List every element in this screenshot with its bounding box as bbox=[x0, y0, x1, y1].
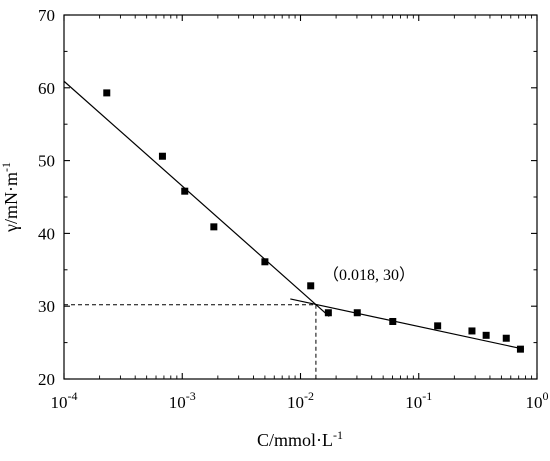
intersection-annotation: （0.018, 30） bbox=[323, 266, 415, 284]
data-point bbox=[103, 89, 111, 97]
plot-frame bbox=[63, 14, 538, 380]
fit-lines bbox=[63, 80, 525, 350]
x-axis-ticks: 10-4 10-3 10-2 10-1 100 bbox=[51, 15, 549, 412]
y-tick-label: 30 bbox=[38, 297, 55, 316]
y-axis-title: γ/mN·m-1 bbox=[0, 162, 21, 233]
data-point bbox=[261, 258, 269, 266]
data-point bbox=[324, 309, 332, 317]
x-tick-label: 10-4 bbox=[51, 389, 78, 412]
data-point bbox=[210, 223, 218, 231]
data-point bbox=[482, 331, 490, 339]
guide-lines bbox=[64, 304, 317, 379]
data-point bbox=[158, 152, 166, 160]
x-axis-title: C/mmol·L-1 bbox=[257, 428, 343, 450]
data-point bbox=[307, 282, 315, 290]
data-point bbox=[353, 309, 361, 317]
data-point bbox=[502, 334, 510, 342]
data-point bbox=[516, 345, 524, 353]
fit-line bbox=[63, 80, 330, 317]
data-point bbox=[434, 322, 442, 330]
data-point bbox=[468, 327, 476, 335]
data-point bbox=[389, 317, 397, 325]
fit-line bbox=[290, 298, 525, 350]
data-point bbox=[181, 187, 189, 195]
x-tick-label: 10-1 bbox=[405, 389, 432, 412]
y-axis-ticks: 20 30 40 50 60 70 bbox=[38, 6, 537, 389]
y-tick-label: 40 bbox=[38, 224, 55, 243]
x-tick-label: 10-2 bbox=[287, 389, 314, 412]
y-tick-label: 50 bbox=[38, 152, 55, 171]
y-tick-label: 70 bbox=[38, 6, 55, 25]
data-markers bbox=[103, 89, 524, 353]
x-tick-label: 100 bbox=[526, 389, 549, 412]
x-tick-label: 10-3 bbox=[169, 389, 196, 412]
y-tick-label: 60 bbox=[38, 79, 55, 98]
y-tick-label: 20 bbox=[38, 370, 55, 389]
